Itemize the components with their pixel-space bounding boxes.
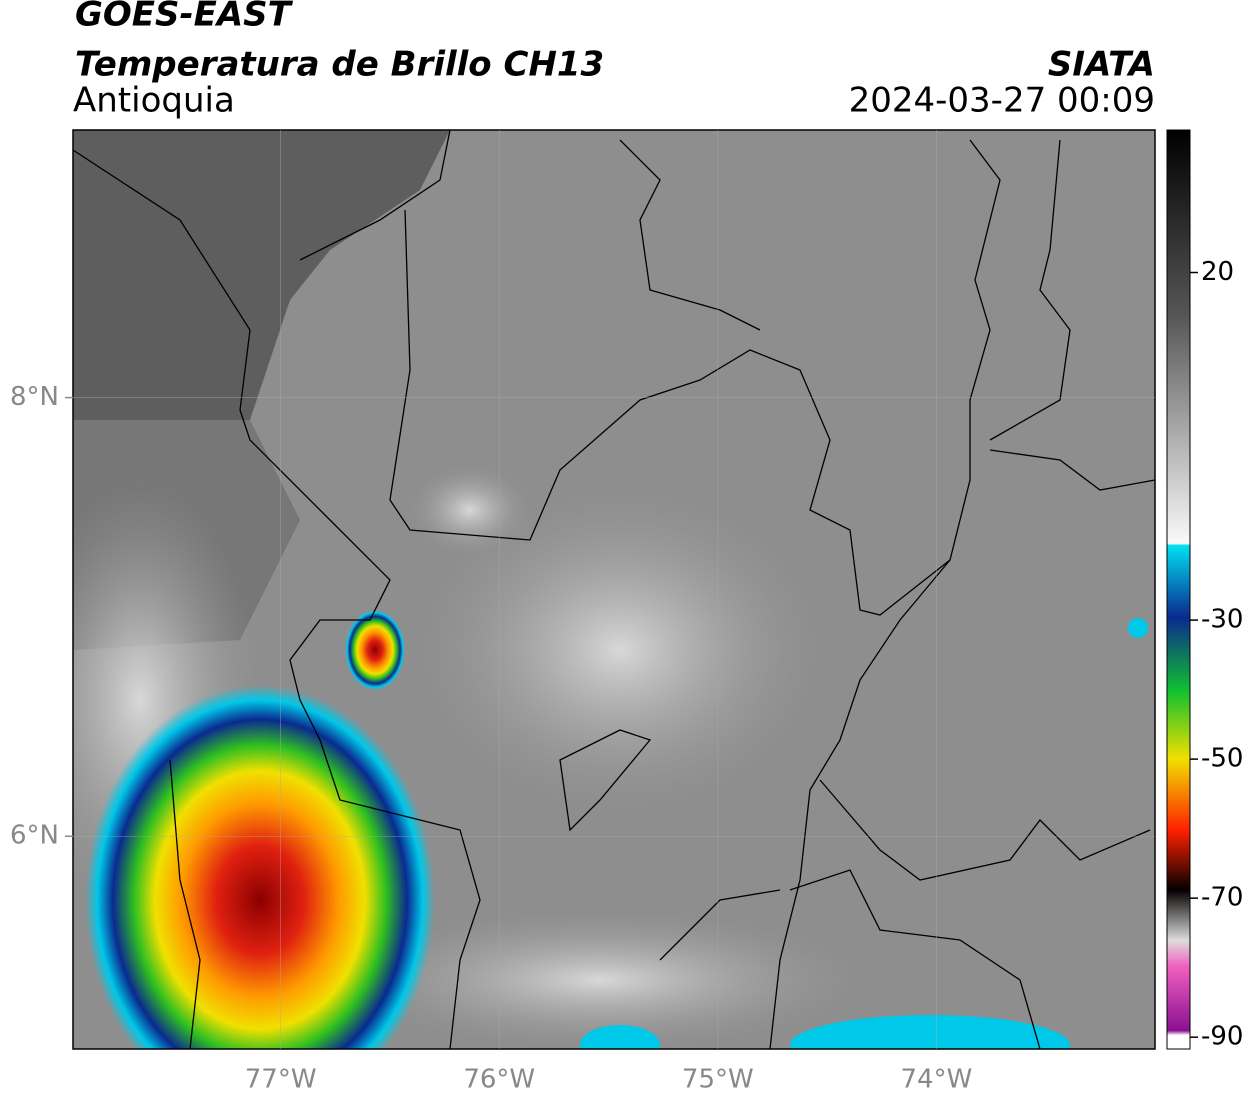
- imagery: [73, 130, 1155, 1049]
- lon-label: 74°W: [901, 1065, 973, 1095]
- lat-label: 8°N: [10, 382, 59, 412]
- colorbar-label: -50: [1201, 744, 1243, 774]
- colorbar-label: -70: [1201, 883, 1243, 913]
- product: Temperatura de Brillo CH13: [75, 45, 604, 85]
- timestamp: 2024-03-27 00:09: [849, 81, 1155, 121]
- colorbar: [1166, 129, 1191, 1050]
- colorbar-label: -30: [1201, 605, 1243, 635]
- lon-label: 77°W: [245, 1065, 317, 1095]
- lat-label: 6°N: [10, 821, 59, 851]
- lon-label: 76°W: [463, 1065, 535, 1095]
- map-frame: [72, 129, 1156, 1050]
- lon-label: 75°W: [682, 1065, 754, 1095]
- region: Antioquia: [73, 81, 235, 121]
- colorbar-label: -90: [1201, 1022, 1243, 1052]
- source: SIATA: [1048, 45, 1155, 85]
- satellite: GOES-EAST: [75, 0, 294, 35]
- colorbar-label: 20: [1201, 257, 1234, 287]
